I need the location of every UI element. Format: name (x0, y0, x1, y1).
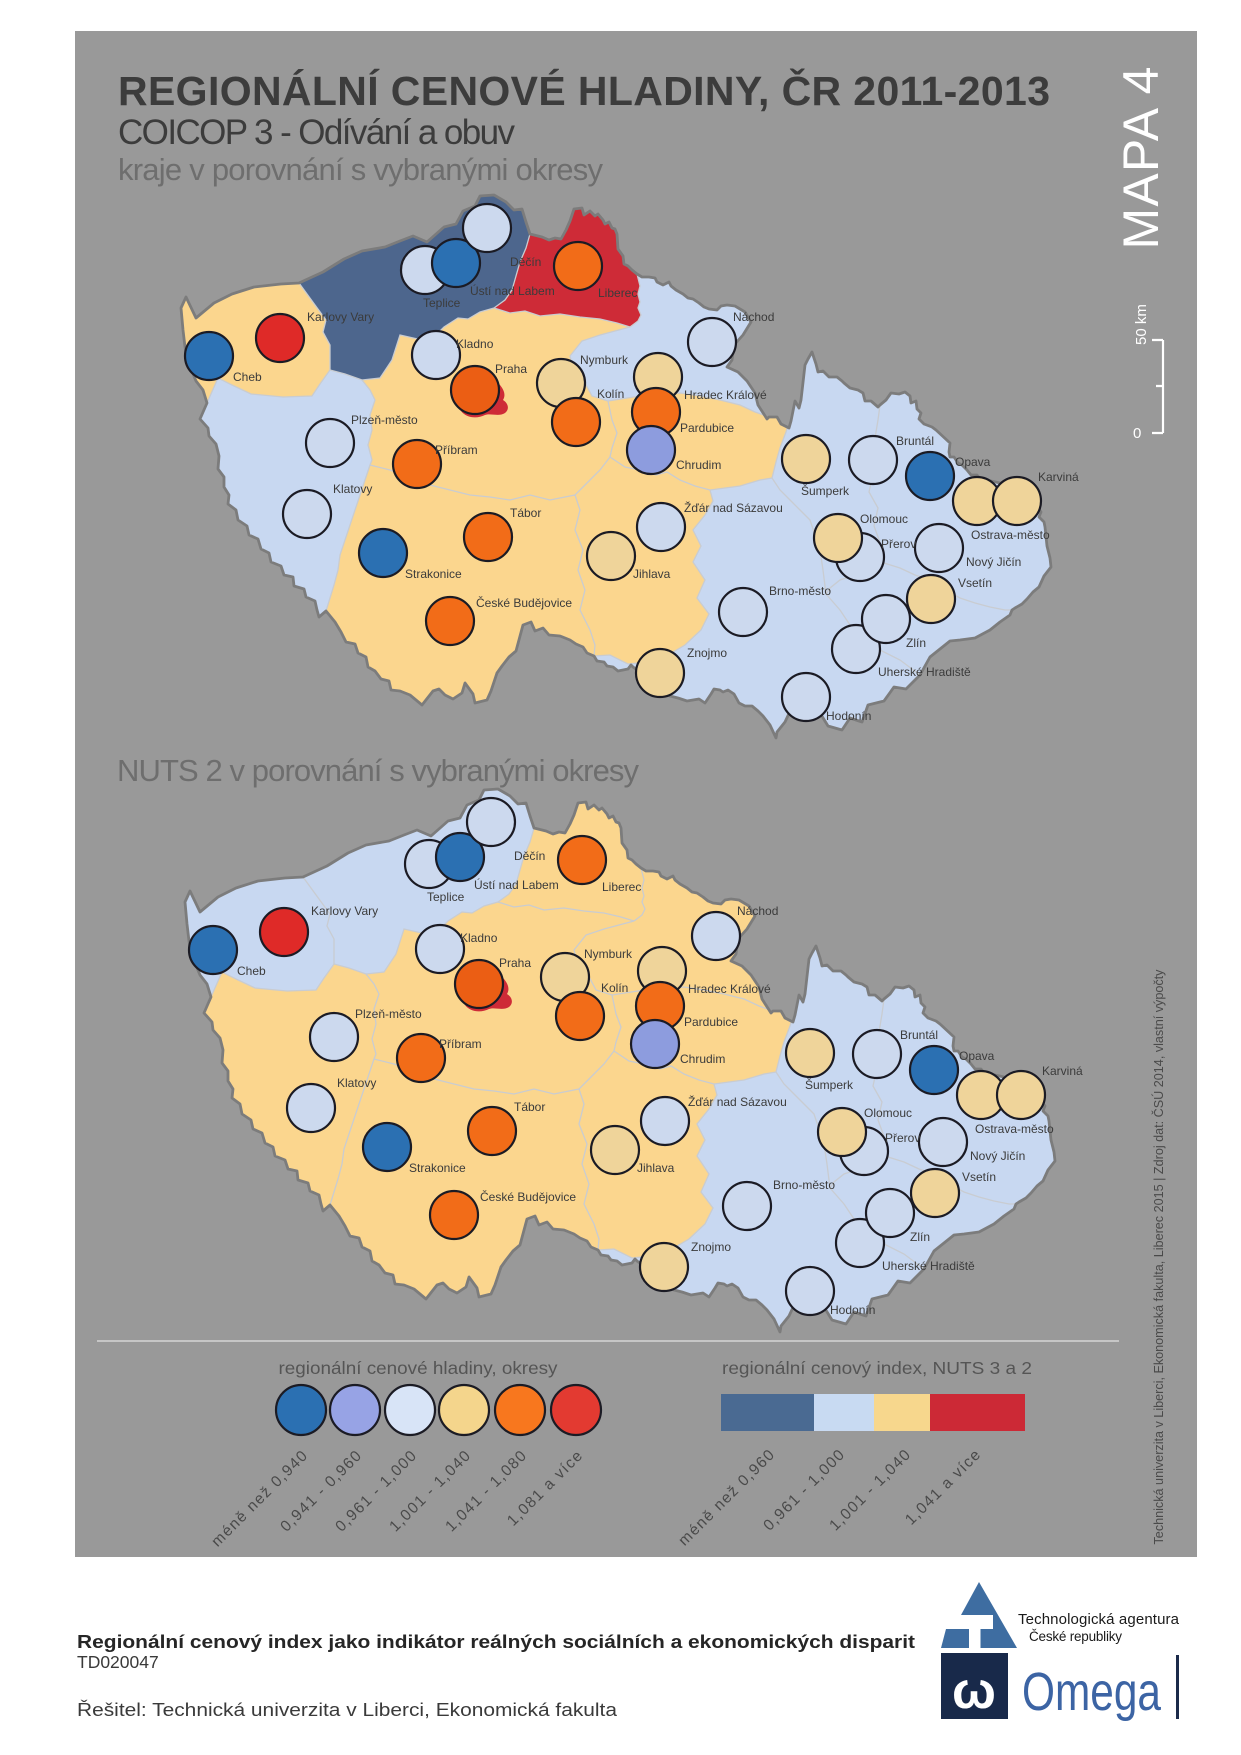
svg-text:Nový Jičín: Nový Jičín (966, 555, 1021, 569)
svg-text:Plzeň-město: Plzeň-město (355, 1007, 422, 1021)
svg-text:REGIONÁLNÍ CENOVÉ HLADINY, ČR: REGIONÁLNÍ CENOVÉ HLADINY, ČR 2011-2013 (118, 68, 1050, 114)
svg-text:České republiky: České republiky (1029, 1629, 1122, 1644)
svg-text:Šumperk: Šumperk (801, 483, 850, 498)
svg-text:Praha: Praha (499, 956, 531, 970)
svg-text:Chrudim: Chrudim (676, 458, 721, 472)
svg-text:Náchod: Náchod (733, 310, 774, 324)
svg-text:Praha: Praha (495, 362, 527, 376)
svg-text:Strakonice: Strakonice (405, 567, 462, 581)
svg-text:COICOP 3 - Odívání a obuv: COICOP 3 - Odívání a obuv (118, 113, 516, 152)
svg-text:Karlovy Vary: Karlovy Vary (311, 904, 378, 918)
svg-text:Tábor: Tábor (514, 1100, 545, 1114)
svg-text:NUTS 2 v porovnání s vybranými: NUTS 2 v porovnání s vybranými okresy (117, 753, 640, 788)
svg-text:Zlín: Zlín (906, 636, 926, 650)
svg-text:Ústí nad Labem: Ústí nad Labem (470, 283, 555, 298)
svg-text:Hodonín: Hodonín (826, 709, 871, 723)
svg-text:Cheb: Cheb (233, 370, 262, 384)
svg-text:Příbram: Příbram (435, 443, 478, 457)
svg-text:Tábor: Tábor (510, 506, 541, 520)
svg-text:Strakonice: Strakonice (409, 1161, 466, 1175)
svg-text:Ostrava-město: Ostrava-město (975, 1122, 1054, 1136)
svg-text:Omega: Omega (1022, 1662, 1162, 1722)
svg-text:Pardubice: Pardubice (684, 1015, 738, 1029)
svg-text:Bruntál: Bruntál (900, 1028, 938, 1042)
svg-text:Cheb: Cheb (237, 964, 266, 978)
svg-text:Liberec: Liberec (602, 880, 641, 894)
svg-text:Nový Jičín: Nový Jičín (970, 1149, 1025, 1163)
svg-text:Uherské Hradiště: Uherské Hradiště (878, 665, 971, 679)
svg-text:Děčín: Děčín (514, 849, 545, 863)
svg-text:Opava: Opava (955, 455, 991, 469)
svg-text:Vsetín: Vsetín (962, 1170, 996, 1184)
svg-text:Teplice: Teplice (423, 296, 461, 310)
svg-text:Kolín: Kolín (601, 981, 628, 995)
svg-text:Šumperk: Šumperk (805, 1077, 854, 1092)
svg-text:Opava: Opava (959, 1049, 995, 1063)
svg-text:Klatovy: Klatovy (333, 482, 372, 496)
svg-text:Karlovy Vary: Karlovy Vary (307, 310, 374, 324)
svg-text:Karviná: Karviná (1038, 470, 1079, 484)
svg-text:Znojmo: Znojmo (691, 1240, 731, 1254)
svg-text:Nymburk: Nymburk (580, 353, 629, 367)
svg-text:Brno-město: Brno-město (769, 584, 831, 598)
svg-text:regionální cenový index, NUTS: regionální cenový index, NUTS 3 a 2 (722, 1358, 1032, 1378)
svg-text:Klatovy: Klatovy (337, 1076, 376, 1090)
svg-text:Liberec: Liberec (598, 286, 637, 300)
svg-text:Plzeň-město: Plzeň-město (351, 413, 418, 427)
svg-text:Kolín: Kolín (597, 387, 624, 401)
svg-text:Olomouc: Olomouc (864, 1106, 912, 1120)
svg-text:50 km: 50 km (1133, 304, 1150, 345)
svg-text:ω: ω (952, 1662, 996, 1720)
svg-text:Řešitel: Technická univerzita: Řešitel: Technická univerzita v Liberci,… (77, 1700, 618, 1720)
svg-text:Nymburk: Nymburk (584, 947, 633, 961)
svg-text:České Budějovice: České Budějovice (480, 1189, 576, 1204)
svg-text:Jihlava: Jihlava (637, 1161, 675, 1175)
svg-text:Děčín: Děčín (510, 255, 541, 269)
svg-text:Hradec Králové: Hradec Králové (684, 388, 767, 402)
svg-text:Hodonín: Hodonín (830, 1303, 875, 1317)
svg-text:Karviná: Karviná (1042, 1064, 1083, 1078)
svg-text:Brno-město: Brno-město (773, 1178, 835, 1192)
svg-text:Olomouc: Olomouc (860, 512, 908, 526)
svg-text:Uherské Hradiště: Uherské Hradiště (882, 1259, 975, 1273)
svg-text:kraje v porovnání s vybranými: kraje v porovnání s vybranými okresy (118, 152, 604, 187)
svg-text:Jihlava: Jihlava (633, 567, 671, 581)
svg-text:Kladno: Kladno (456, 337, 494, 351)
svg-text:Zlín: Zlín (910, 1230, 930, 1244)
svg-text:Ústí nad Labem: Ústí nad Labem (474, 877, 559, 892)
svg-text:Ostrava-město: Ostrava-město (971, 528, 1050, 542)
svg-text:Technická univerzita v Liberci: Technická univerzita v Liberci, Ekonomic… (1151, 969, 1166, 1545)
svg-text:regionální cenové hladiny, okr: regionální cenové hladiny, okresy (279, 1358, 558, 1378)
svg-text:Přerov: Přerov (881, 537, 916, 551)
svg-text:TD020047: TD020047 (77, 1652, 159, 1672)
svg-text:Teplice: Teplice (427, 890, 465, 904)
svg-text:Hradec Králové: Hradec Králové (688, 982, 771, 996)
svg-text:Náchod: Náchod (737, 904, 778, 918)
svg-text:České Budějovice: České Budějovice (476, 595, 572, 610)
svg-text:Bruntál: Bruntál (896, 434, 934, 448)
svg-text:Regionální cenový index jako i: Regionální cenový index jako indikátor r… (77, 1632, 915, 1652)
svg-text:Příbram: Příbram (439, 1037, 482, 1051)
svg-text:Kladno: Kladno (460, 931, 498, 945)
svg-text:Chrudim: Chrudim (680, 1052, 725, 1066)
svg-text:Pardubice: Pardubice (680, 421, 734, 435)
svg-text:Přerov: Přerov (885, 1131, 920, 1145)
svg-text:Znojmo: Znojmo (687, 646, 727, 660)
svg-text:Žďár nad Sázavou: Žďár nad Sázavou (688, 1094, 787, 1109)
svg-text:Vsetín: Vsetín (958, 576, 992, 590)
svg-text:Technologická agentura: Technologická agentura (1018, 1611, 1180, 1628)
svg-text:Žďár nad Sázavou: Žďár nad Sázavou (684, 500, 783, 515)
svg-text:0: 0 (1133, 425, 1141, 442)
svg-text:MAPA 4: MAPA 4 (1113, 67, 1169, 250)
